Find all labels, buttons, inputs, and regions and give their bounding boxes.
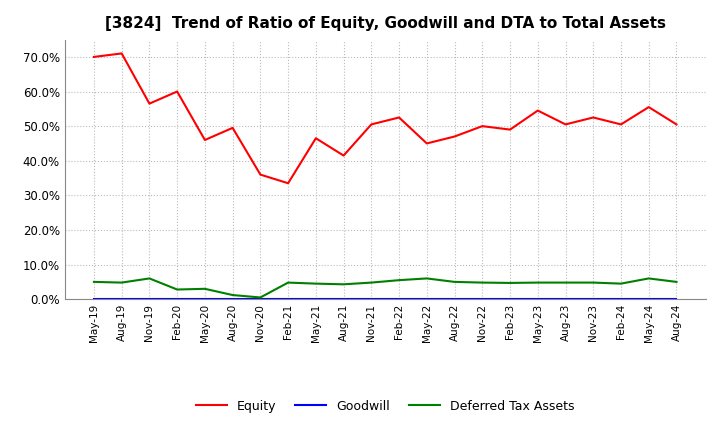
Equity xyxy=(589,115,598,120)
Title: [3824]  Trend of Ratio of Equity, Goodwill and DTA to Total Assets: [3824] Trend of Ratio of Equity, Goodwil… xyxy=(104,16,666,32)
Deferred Tax Assets xyxy=(450,279,459,285)
Goodwill xyxy=(256,297,265,302)
Goodwill xyxy=(478,297,487,302)
Goodwill xyxy=(367,297,376,302)
Equity xyxy=(561,122,570,127)
Legend: Equity, Goodwill, Deferred Tax Assets: Equity, Goodwill, Deferred Tax Assets xyxy=(191,395,580,418)
Goodwill xyxy=(589,297,598,302)
Deferred Tax Assets xyxy=(228,293,237,298)
Goodwill xyxy=(89,297,98,302)
Equity xyxy=(339,153,348,158)
Goodwill xyxy=(145,297,154,302)
Deferred Tax Assets xyxy=(89,279,98,285)
Goodwill xyxy=(672,297,681,302)
Goodwill xyxy=(561,297,570,302)
Goodwill xyxy=(505,297,514,302)
Equity xyxy=(644,104,653,110)
Deferred Tax Assets xyxy=(478,280,487,285)
Equity xyxy=(145,101,154,106)
Goodwill xyxy=(534,297,542,302)
Deferred Tax Assets xyxy=(312,281,320,286)
Line: Deferred Tax Assets: Deferred Tax Assets xyxy=(94,279,677,297)
Goodwill xyxy=(395,297,403,302)
Deferred Tax Assets xyxy=(423,276,431,281)
Goodwill xyxy=(173,297,181,302)
Equity xyxy=(616,122,625,127)
Deferred Tax Assets xyxy=(201,286,210,291)
Goodwill xyxy=(312,297,320,302)
Deferred Tax Assets xyxy=(644,276,653,281)
Deferred Tax Assets xyxy=(672,279,681,285)
Deferred Tax Assets xyxy=(534,280,542,285)
Goodwill xyxy=(616,297,625,302)
Deferred Tax Assets xyxy=(395,278,403,283)
Equity xyxy=(395,115,403,120)
Deferred Tax Assets xyxy=(616,281,625,286)
Goodwill xyxy=(423,297,431,302)
Equity xyxy=(284,180,292,186)
Line: Equity: Equity xyxy=(94,53,677,183)
Equity xyxy=(173,89,181,94)
Goodwill xyxy=(339,297,348,302)
Deferred Tax Assets xyxy=(284,280,292,285)
Equity xyxy=(478,124,487,129)
Equity xyxy=(201,137,210,143)
Equity xyxy=(256,172,265,177)
Equity xyxy=(505,127,514,132)
Equity xyxy=(423,141,431,146)
Equity xyxy=(534,108,542,113)
Goodwill xyxy=(228,297,237,302)
Goodwill xyxy=(644,297,653,302)
Goodwill xyxy=(450,297,459,302)
Deferred Tax Assets xyxy=(173,287,181,292)
Deferred Tax Assets xyxy=(117,280,126,285)
Deferred Tax Assets xyxy=(145,276,154,281)
Goodwill xyxy=(201,297,210,302)
Equity xyxy=(450,134,459,139)
Equity xyxy=(89,54,98,59)
Equity xyxy=(117,51,126,56)
Equity xyxy=(672,122,681,127)
Goodwill xyxy=(117,297,126,302)
Equity xyxy=(312,136,320,141)
Deferred Tax Assets xyxy=(505,280,514,286)
Deferred Tax Assets xyxy=(367,280,376,285)
Goodwill xyxy=(284,297,292,302)
Deferred Tax Assets xyxy=(561,280,570,285)
Equity xyxy=(367,122,376,127)
Deferred Tax Assets xyxy=(589,280,598,285)
Equity xyxy=(228,125,237,131)
Deferred Tax Assets xyxy=(339,282,348,287)
Deferred Tax Assets xyxy=(256,295,265,300)
